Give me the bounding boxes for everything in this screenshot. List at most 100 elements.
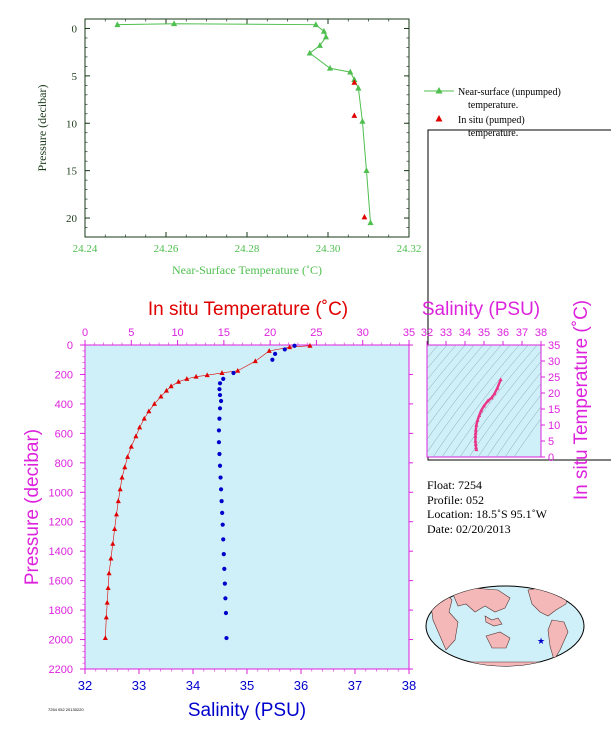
temperature-point bbox=[133, 433, 139, 439]
temperature-tick: 5 bbox=[128, 327, 134, 339]
temperature-point bbox=[115, 498, 121, 504]
ts-temperature-title: In situ Temperature (˚C) bbox=[571, 300, 592, 500]
salinity-point bbox=[220, 522, 225, 527]
salinity-point bbox=[222, 566, 227, 571]
ts-temperature-tick: 10 bbox=[548, 420, 560, 432]
salinity-tick: 38 bbox=[402, 678, 416, 693]
ts-temperature-tick: 15 bbox=[548, 404, 560, 416]
ts-point bbox=[473, 430, 478, 435]
near-surface-ylabel: Pressure (decibar) bbox=[35, 85, 49, 172]
near-surface-chart: 24.24 24.26 24.28 24.30 24.32 0 5 10 15 20 Near-S… bbox=[35, 18, 421, 277]
salinity-point bbox=[221, 537, 226, 542]
ts-salinity-title: Salinity (PSU) bbox=[422, 299, 540, 320]
temperature-point bbox=[158, 393, 164, 399]
ts-frame bbox=[426, 344, 542, 458]
ts-point bbox=[492, 391, 497, 396]
legend-in-situ-line1: In situ (pumped) bbox=[458, 115, 525, 126]
ts-point bbox=[473, 438, 478, 443]
near-surface-point bbox=[367, 219, 374, 226]
salinity-point bbox=[221, 376, 226, 381]
float-id: Float: 7254 bbox=[427, 478, 483, 492]
near-surface-ytick: 0 bbox=[72, 23, 78, 35]
pressure-tick: 1800 bbox=[49, 605, 73, 617]
salinity-point bbox=[217, 463, 223, 468]
temperature-point bbox=[287, 344, 293, 350]
near-surface-frame bbox=[84, 18, 410, 238]
temperature-point bbox=[146, 408, 152, 414]
salinity-point bbox=[217, 416, 222, 421]
near-surface-ytick: 10 bbox=[66, 118, 78, 130]
temperature-point bbox=[175, 379, 182, 384]
near-surface-point bbox=[322, 33, 330, 40]
legend-in-situ-line2: temperature. bbox=[468, 128, 519, 139]
near-surface-xtick: 24.24 bbox=[73, 243, 98, 255]
salinity-tick: 32 bbox=[78, 678, 92, 693]
salinity-point bbox=[292, 343, 297, 348]
ts-point bbox=[473, 442, 478, 446]
temperature-point bbox=[307, 342, 313, 348]
in-situ-point bbox=[351, 79, 358, 85]
temperature-tick: 15 bbox=[218, 327, 230, 339]
near-surface-xtick: 24.26 bbox=[154, 243, 179, 255]
temperature-point bbox=[112, 526, 118, 532]
ts-point bbox=[475, 418, 480, 422]
legend-near-surface-line2: temperature. bbox=[468, 100, 519, 111]
near-surface-ticks: 24.24 24.26 24.28 24.30 24.32 0 5 10 15 20 bbox=[66, 19, 421, 255]
salinity-point bbox=[217, 381, 223, 386]
ts-point bbox=[495, 386, 500, 390]
ts-salinity-tick: 36 bbox=[497, 327, 509, 339]
salinity-tick: 33 bbox=[132, 678, 146, 693]
legend-near-surface-swatch bbox=[424, 87, 454, 94]
ts-point bbox=[474, 445, 478, 449]
ts-temperature-tick: 30 bbox=[548, 356, 560, 368]
salinity-point bbox=[272, 351, 278, 356]
temperature-tick: 0 bbox=[82, 327, 88, 339]
temperature-point bbox=[119, 474, 125, 480]
near-surface-point bbox=[359, 117, 366, 124]
ts-salinity-tick: 38 bbox=[535, 327, 547, 339]
temperature-point bbox=[104, 599, 110, 605]
near-surface-xlabel: Near-Surface Temperature (˚C) bbox=[172, 263, 322, 277]
temperature-point bbox=[108, 555, 114, 561]
near-surface-xtick: 24.28 bbox=[235, 243, 260, 255]
pressure-tick: 2200 bbox=[49, 664, 73, 676]
pressure-tick: 600 bbox=[55, 428, 73, 440]
pressure-tick: 1000 bbox=[49, 487, 73, 499]
ts-salinity-tick: 34 bbox=[459, 327, 471, 339]
pressure-axis-title: Pressure (decibar) bbox=[22, 429, 43, 585]
ts-temperature-tick: 25 bbox=[548, 372, 560, 384]
near-surface-point bbox=[355, 84, 362, 91]
salinity-point bbox=[217, 392, 223, 398]
near-surface-point bbox=[351, 76, 358, 83]
ts-ticks: 32 33 34 35 36 37 38 0 5 10 15 20 25 30 35 bbox=[421, 327, 560, 464]
right-frame bbox=[427, 129, 611, 461]
temperature-point bbox=[122, 464, 128, 470]
temperature-axis-title: In situ Temperature (˚C) bbox=[148, 299, 348, 320]
pressure-tick: 400 bbox=[55, 399, 73, 411]
salinity-point bbox=[217, 406, 223, 411]
salinity-point bbox=[218, 475, 223, 480]
salinity-point bbox=[270, 357, 275, 362]
salinity-point bbox=[221, 552, 226, 557]
salinity-point bbox=[220, 510, 225, 515]
legend-near-surface-line1: Near-surface (unpumped) bbox=[458, 87, 561, 98]
ts-temperature-tick: 5 bbox=[548, 436, 554, 448]
salinity-point bbox=[217, 387, 222, 392]
pressure-tick: 1200 bbox=[49, 517, 73, 529]
ts-point bbox=[474, 447, 479, 452]
density-contours bbox=[427, 345, 541, 457]
float-info: Float: 7254 Profile: 052 Location: 18.5˚… bbox=[427, 478, 547, 536]
temperature-point bbox=[103, 614, 109, 620]
in-situ-point bbox=[361, 213, 368, 220]
temperature-point bbox=[163, 387, 169, 393]
temperature-tick: 35 bbox=[403, 327, 415, 339]
profile-chart: 0 5 10 15 20 25 30 35 32 33 34 35 36 37 38 0 200 400 600 80… bbox=[22, 299, 416, 721]
temperature-point bbox=[151, 401, 157, 406]
ts-point bbox=[479, 408, 484, 413]
profile-ticks: 0 5 10 15 20 25 30 35 32 33 34 35 36 37 38 0 200 400 600 80… bbox=[49, 327, 417, 693]
pressure-tick: 200 bbox=[55, 369, 73, 381]
salinity-point bbox=[216, 440, 222, 445]
ts-point bbox=[473, 434, 478, 438]
near-surface-point bbox=[306, 49, 313, 56]
